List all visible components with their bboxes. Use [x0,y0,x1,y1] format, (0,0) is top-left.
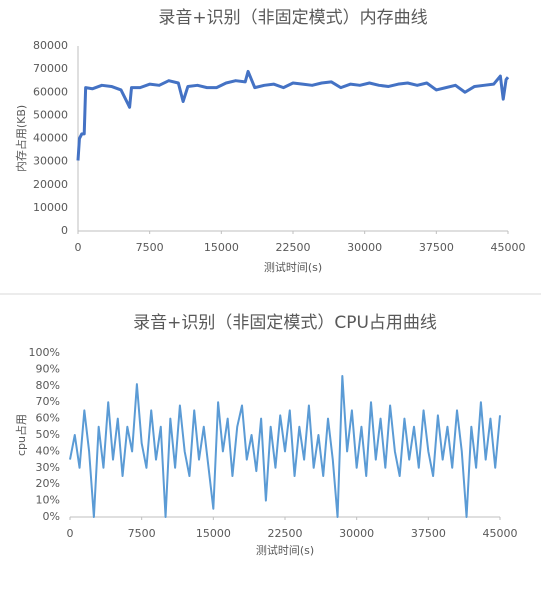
y-tick-label: 100% [29,346,60,359]
x-tick-label: 7500 [136,241,164,254]
y-tick-label: 60000 [33,85,68,98]
chart-title: 录音+识别（非固定模式）内存曲线 [158,8,427,28]
x-axis-title: 测试时间(s) [256,544,314,557]
y-tick-label: 10% [36,494,60,507]
x-tick-label: 22500 [268,527,303,540]
y-tick-label: 70000 [33,62,68,75]
y-tick-label: 80000 [33,39,68,52]
x-tick-label: 15000 [204,241,239,254]
x-tick-label: 45000 [483,527,518,540]
y-tick-label: 40% [36,444,60,457]
data-line [69,374,501,518]
y-axis-title: cpu占用 [14,414,28,456]
x-tick-label: 7500 [128,527,156,540]
y-tick-label: 20000 [33,178,68,191]
y-axis-title: 内存占用(KB) [14,105,28,172]
x-tick-label: 37500 [411,527,446,540]
x-tick-label: 22500 [276,241,311,254]
x-tick-label: 0 [67,527,74,540]
y-tick-label: 0% [43,510,60,523]
x-tick-label: 30000 [339,527,374,540]
y-tick-label: 40000 [33,132,68,145]
x-tick-label: 0 [75,241,82,254]
x-axis-title: 测试时间(s) [264,261,322,274]
data-line [76,69,510,161]
y-tick-label: 0 [61,224,68,237]
x-tick-label: 37500 [419,241,454,254]
x-tick-label: 45000 [491,241,526,254]
y-tick-label: 80% [36,379,60,392]
y-tick-label: 30000 [33,155,68,168]
x-tick-label: 15000 [196,527,231,540]
y-tick-label: 30% [36,461,60,474]
y-tick-label: 50000 [33,108,68,121]
x-tick-label: 30000 [347,241,382,254]
y-tick-label: 50% [36,428,60,441]
y-tick-label: 10000 [33,201,68,214]
y-tick-label: 60% [36,412,60,425]
chart-title: 录音+识别（非固定模式）CPU占用曲线 [133,313,437,333]
y-tick-label: 90% [36,362,60,375]
y-tick-label: 20% [36,477,60,490]
y-tick-label: 70% [36,395,60,408]
